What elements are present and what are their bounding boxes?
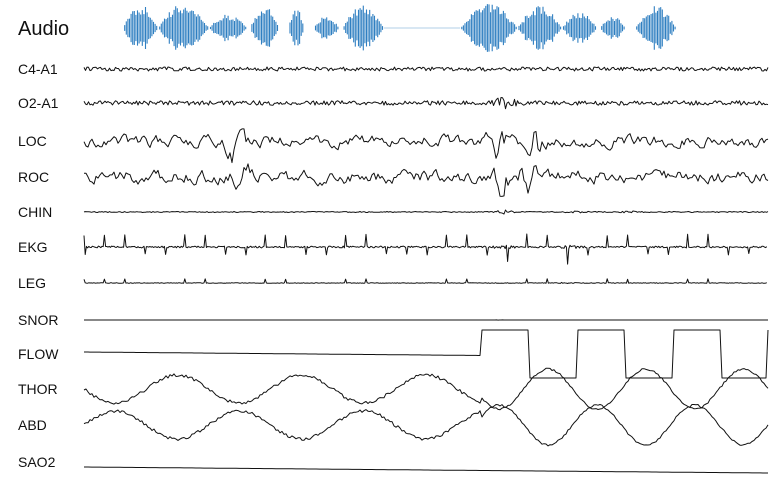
trace-ekg: [83, 233, 768, 265]
channel-label-chin: CHIN: [18, 204, 52, 220]
channel-label-flow: FLOW: [18, 346, 59, 362]
channel-label-roc: ROC: [18, 169, 49, 185]
channel-traces: [83, 66, 769, 474]
trace-flow: [84, 329, 769, 379]
audio-burst: [314, 17, 339, 39]
audio-burst: [461, 4, 517, 52]
trace-loc: [83, 128, 769, 164]
trace-abd: [83, 404, 769, 447]
audio-burst: [124, 7, 158, 49]
audio-burst: [636, 6, 676, 50]
trace-leg: [83, 278, 767, 284]
trace-roc: [84, 163, 769, 197]
channel-label-abd: ABD: [18, 417, 47, 433]
audio-burst: [289, 10, 304, 46]
channel-label-ekg: EKG: [18, 239, 48, 255]
audio-burst: [209, 14, 247, 42]
audio-burst: [159, 6, 209, 50]
channel-label-thor: THOR: [18, 381, 58, 397]
audio-waveform: [124, 4, 676, 52]
trace-o2-a1: [83, 97, 769, 110]
trace-thor: [83, 367, 769, 411]
trace-c4-a1: [83, 66, 769, 72]
trace-chin: [83, 209, 769, 215]
audio-burst: [518, 6, 562, 50]
audio-label: Audio: [18, 18, 69, 40]
channel-label-sao2: SAO2: [18, 454, 56, 470]
audio-burst: [251, 9, 279, 47]
channel-labels: C4-A1 O2-A1 LOC ROC CHIN EKG LEG SNOR FLOW THOR AB…: [18, 61, 59, 470]
channel-label-c4-a1: C4-A1: [18, 61, 58, 77]
audio-burst: [601, 17, 625, 39]
channel-label-loc: LOC: [18, 133, 47, 149]
audio-burst: [562, 13, 597, 43]
trace-sao2: [84, 466, 768, 474]
channel-label-leg: LEG: [18, 275, 46, 291]
audio-burst: [343, 5, 384, 51]
channel-label-snor: SNOR: [18, 312, 58, 328]
channel-label-o2-a1: O2-A1: [18, 95, 59, 111]
